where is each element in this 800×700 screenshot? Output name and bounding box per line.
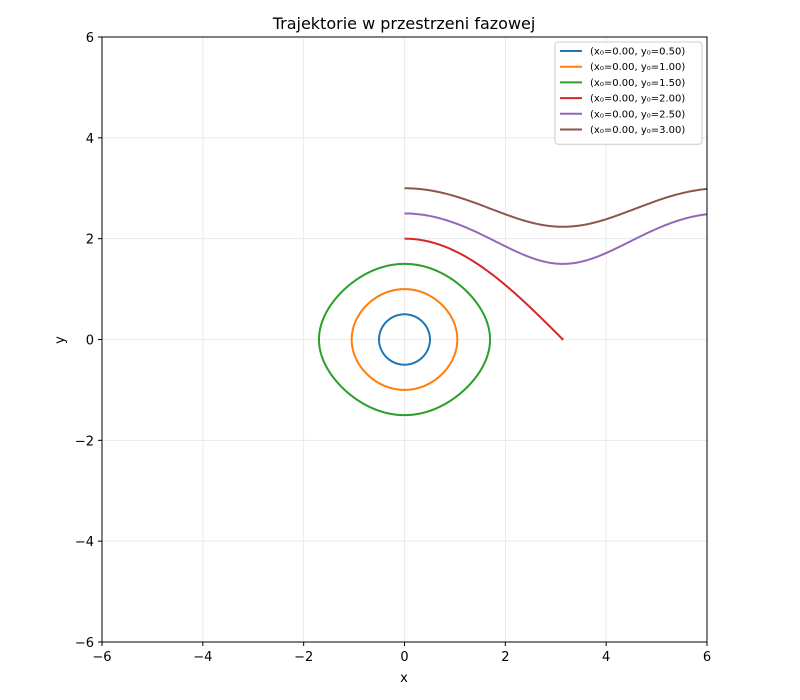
legend-label: (x₀=0.00, y₀=1.00) <box>590 62 685 73</box>
ticks: −6 −4 −2 0 2 4 6 −6 −4 −2 0 2 4 6 <box>75 31 711 665</box>
series-line-3 <box>317 262 492 417</box>
x-tick-label: −6 <box>92 650 111 665</box>
y-tick-label: −4 <box>75 535 94 550</box>
series-line-5 <box>404 212 707 265</box>
y-tick-label: −6 <box>75 636 94 651</box>
series-line-1 <box>378 313 431 366</box>
chart-title: Trajektorie w przestrzeni fazowej <box>272 14 536 33</box>
legend: (x₀=0.00, y₀=0.50) (x₀=0.00, y₀=1.00) (x₀=… <box>554 41 703 145</box>
x-axis-label: x <box>400 671 408 686</box>
y-tick-label: 2 <box>86 233 94 248</box>
x-tick-label: 4 <box>602 650 610 665</box>
x-tick-label: −4 <box>193 650 212 665</box>
y-tick-label: 4 <box>86 132 94 147</box>
x-tick-label: 2 <box>501 650 509 665</box>
x-tick-label: −2 <box>294 650 313 665</box>
y-tick-label: −2 <box>75 434 94 449</box>
x-tick-label: 6 <box>703 650 711 665</box>
legend-label: (x₀=0.00, y₀=2.00) <box>590 94 685 105</box>
legend-label: (x₀=0.00, y₀=2.50) <box>590 109 685 120</box>
series-layer <box>317 187 707 417</box>
legend-label: (x₀=0.00, y₀=3.00) <box>590 125 685 136</box>
legend-label: (x₀=0.00, y₀=1.50) <box>590 78 685 89</box>
series-line-6 <box>404 187 707 228</box>
legend-label: (x₀=0.00, y₀=0.50) <box>590 47 685 58</box>
y-axis-label: y <box>53 336 68 344</box>
y-tick-label: 0 <box>86 334 94 349</box>
legend-box <box>554 41 703 145</box>
y-tick-label: 6 <box>86 31 94 46</box>
series-line-2 <box>350 288 459 391</box>
series-line-4 <box>404 237 564 341</box>
x-tick-label: 0 <box>400 650 408 665</box>
